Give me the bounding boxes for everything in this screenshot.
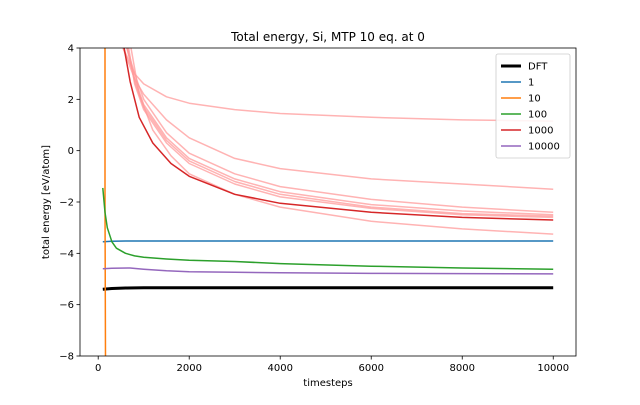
y-tick-label: 2 [68,95,74,106]
series-line-1000 [123,48,554,221]
series-line-10000 [102,267,554,275]
series-line-10 [104,48,107,356]
y-axis: −8 −6 −4 −2 0 2 4 [59,44,80,363]
x-tick-label: 10000 [537,363,569,374]
series-line-extra-12 [130,48,554,235]
x-tick-label: 8000 [450,363,475,374]
series-line-extra-11 [127,48,554,219]
y-tick-label: −4 [59,249,74,260]
series-line-100 [102,187,554,270]
series-line-extra-9 [126,48,554,216]
x-tick-label: 6000 [359,363,384,374]
legend-label: 1000 [528,126,553,137]
series-layer [102,48,554,356]
y-axis-label: total energy [eV/atom] [41,145,52,259]
y-tick-label: −2 [59,198,74,209]
legend: DFT 1 10 100 1000 10000 [495,53,571,159]
series-line-1 [102,240,554,243]
legend-box [495,53,571,159]
x-tick-label: 2000 [176,363,201,374]
series-line-extra-6 [122,48,554,122]
series-line-extra-8 [126,48,554,214]
y-tick-label: 0 [68,146,74,157]
x-tick-label: 0 [95,363,101,374]
x-axis-label: timesteps [303,378,352,389]
legend-label: 10000 [528,142,560,153]
x-tick-label: 4000 [267,363,292,374]
series-line-dft [102,286,554,291]
y-tick-label: −6 [59,300,74,311]
y-tick-label: −8 [59,352,74,363]
legend-label: DFT [528,62,548,73]
legend-label: 10 [528,94,541,105]
y-tick-label: 4 [68,44,74,55]
legend-label: 100 [528,110,547,121]
legend-label: 1 [528,78,534,89]
chart-title: Total energy, Si, MTP 10 eq. at 0 [230,30,425,44]
series-line-extra-10 [126,48,554,217]
x-axis: 0 2000 4000 6000 8000 10000 [95,356,569,374]
